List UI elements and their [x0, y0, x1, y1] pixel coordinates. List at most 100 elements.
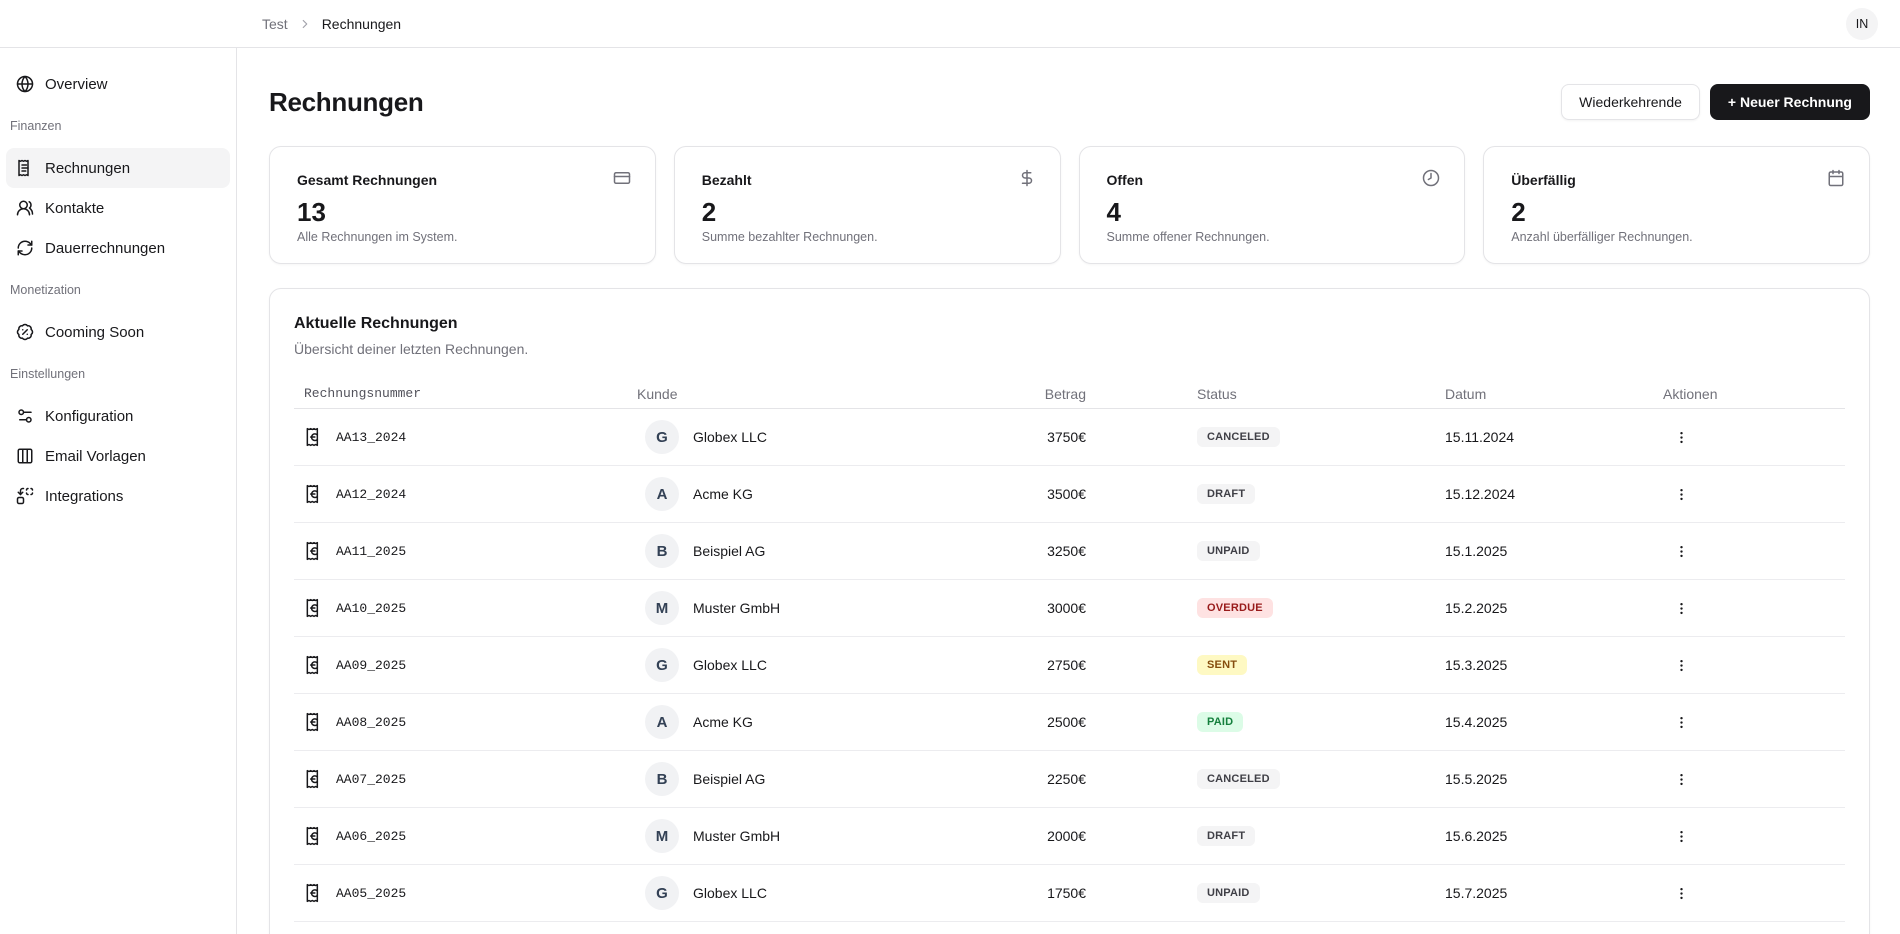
invoices-table: Rechnungsnummer Kunde Betrag Status Datu…: [294, 379, 1845, 934]
new-invoice-button[interactable]: + Neuer Rechnung: [1709, 84, 1870, 120]
invoice-number: AA09_2025: [336, 657, 407, 673]
row-actions-menu-button[interactable]: [1667, 765, 1695, 793]
customer-avatar: G: [645, 648, 679, 682]
invoice-number: AA13_2024: [336, 429, 407, 445]
receipt-euro-icon: [304, 826, 324, 846]
row-actions-menu-button[interactable]: [1667, 423, 1695, 451]
sidebar-item-dauerrechnungen[interactable]: Dauerrechnungen: [6, 228, 230, 268]
row-actions-menu-button[interactable]: [1667, 651, 1695, 679]
customer-avatar: B: [645, 534, 679, 568]
invoice-date: 15.7.2025: [1445, 885, 1508, 901]
invoice-date: 15.6.2025: [1445, 828, 1508, 844]
invoice-date: 15.11.2024: [1445, 429, 1515, 445]
table-row: AA06_2025 M Muster GmbH 2000€ DRAFT 15.6.…: [294, 808, 1845, 865]
stat-subtitle: Anzahl überfälliger Rechnungen.: [1511, 230, 1693, 244]
customer-name: Acme KG: [693, 714, 753, 730]
table-row: AA07_2025 B Beispiel AG 2250€ CANCELED 15…: [294, 751, 1845, 808]
customer-avatar: B: [645, 762, 679, 796]
main-content: Rechnungen Wiederkehrende + Neuer Rechnu…: [237, 48, 1900, 934]
invoice-number: AA10_2025: [336, 600, 407, 616]
breadcrumb: Test Rechnungen: [262, 16, 401, 32]
sidebar-item-kontakte[interactable]: Kontakte: [6, 188, 230, 228]
breadcrumb-root[interactable]: Test: [262, 15, 288, 32]
clock-icon: [1422, 169, 1440, 187]
sidebar-item-overview[interactable]: Overview: [6, 64, 230, 104]
sidebar: Overview Finanzen Rechnungen Kontakte Da…: [0, 0, 237, 934]
recurring-button[interactable]: Wiederkehrende: [1561, 84, 1700, 120]
customer-avatar: G: [645, 420, 679, 454]
sidebar-item-label: Integrations: [45, 487, 124, 505]
invoices-card-title: Aktuelle Rechnungen: [294, 315, 458, 332]
table-row: AA10_2025 M Muster GmbH 3000€ OVERDUE 15.…: [294, 580, 1845, 637]
customer-name: Acme KG: [693, 486, 753, 502]
calendar-icon: [1827, 169, 1845, 187]
sidebar-item-label: Email Vorlagen: [45, 447, 146, 465]
row-actions-menu-button[interactable]: [1667, 594, 1695, 622]
row-actions-menu-button[interactable]: [1667, 708, 1695, 736]
stat-card-bezahlt: Bezahlt 2 Summe bezahlter Rechnungen.: [673, 146, 1061, 264]
invoice-date: 15.4.2025: [1445, 714, 1508, 730]
sidebar-item-integrations[interactable]: Integrations: [6, 476, 230, 516]
receipt-euro-icon: [304, 427, 324, 447]
sidebar-section-finanzen: Finanzen: [10, 119, 62, 133]
sidebar-section-monetization: Monetization: [10, 283, 81, 297]
sidebar-item-label: Rechnungen: [45, 159, 131, 177]
integrations-icon: [16, 487, 34, 505]
top-header: Test Rechnungen IN: [0, 0, 1900, 48]
status-badge: PAID: [1197, 712, 1244, 732]
users-icon: [16, 199, 34, 217]
sidebar-section-einstellungen: Einstellungen: [10, 367, 86, 381]
stat-value: 13: [297, 197, 326, 227]
invoice-date: 15.1.2025: [1445, 543, 1508, 559]
sidebar-item-label: Dauerrechnungen: [45, 239, 166, 257]
chevron-right-icon: [298, 17, 312, 31]
receipt-euro-icon: [304, 712, 324, 732]
status-badge: UNPAID: [1197, 541, 1260, 561]
invoice-number: AA12_2024: [336, 486, 407, 502]
stat-title: Offen: [1106, 172, 1144, 188]
stats-row: Gesamt Rechnungen 13 Alle Rechnungen im …: [269, 146, 1870, 264]
table-row: AA13_2024 G Globex LLC 3750€ CANCELED 15.…: [294, 409, 1845, 466]
sidebar-item-label: Cooming Soon: [45, 323, 145, 341]
row-actions-menu-button[interactable]: [1667, 480, 1695, 508]
stat-card-gesamt: Gesamt Rechnungen 13 Alle Rechnungen im …: [269, 146, 656, 264]
receipt-euro-icon: [304, 541, 324, 561]
invoice-number: AA08_2025: [336, 714, 407, 730]
stat-card-offen: Offen 4 Summe offener Rechnungen.: [1078, 146, 1466, 264]
stat-title: Gesamt Rechnungen: [297, 172, 438, 188]
invoices-card-subtitle: Übersicht deiner letzten Rechnungen.: [294, 341, 529, 357]
status-badge: DRAFT: [1197, 484, 1256, 504]
invoice-amount: 2500€: [1047, 714, 1086, 730]
column-header-kunde: Kunde: [637, 385, 678, 402]
sidebar-item-email-vorlagen[interactable]: Email Vorlagen: [6, 436, 230, 476]
column-header-status: Status: [1197, 385, 1237, 402]
page-title: Rechnungen: [269, 86, 424, 117]
invoices-card: Aktuelle Rechnungen Übersicht deiner let…: [269, 288, 1870, 934]
invoice-amount: 3000€: [1047, 600, 1086, 616]
row-actions-menu-button[interactable]: [1667, 537, 1695, 565]
customer-name: Beispiel AG: [693, 543, 766, 559]
column-header-rechnungsnummer: Rechnungsnummer: [304, 386, 422, 401]
customer-name: Muster GmbH: [693, 600, 781, 616]
receipt-euro-icon: [304, 883, 324, 903]
sidebar-item-rechnungen[interactable]: Rechnungen: [6, 148, 230, 188]
column-header-aktionen: Aktionen: [1663, 385, 1718, 402]
receipt-euro-icon: [304, 484, 324, 504]
globe-icon: [16, 75, 34, 93]
sidebar-item-label: Overview: [45, 75, 108, 93]
sidebar-item-cooming-soon[interactable]: Cooming Soon: [6, 312, 230, 352]
row-actions-menu-button[interactable]: [1667, 879, 1695, 907]
stat-value: 4: [1106, 197, 1121, 227]
row-actions-menu-button[interactable]: [1667, 822, 1695, 850]
column-header-datum: Datum: [1445, 385, 1487, 402]
sliders-icon: [16, 407, 34, 425]
sidebar-item-konfiguration[interactable]: Konfiguration: [6, 396, 230, 436]
columns-icon: [16, 447, 34, 465]
badge-percent-icon: [16, 323, 34, 341]
user-avatar[interactable]: IN: [1846, 8, 1878, 40]
receipt-euro-icon: [304, 598, 324, 618]
stat-value: 2: [1511, 197, 1526, 227]
customer-avatar: M: [645, 591, 679, 625]
receipt-euro-icon: [304, 655, 324, 675]
invoice-number: AA05_2025: [336, 885, 407, 901]
